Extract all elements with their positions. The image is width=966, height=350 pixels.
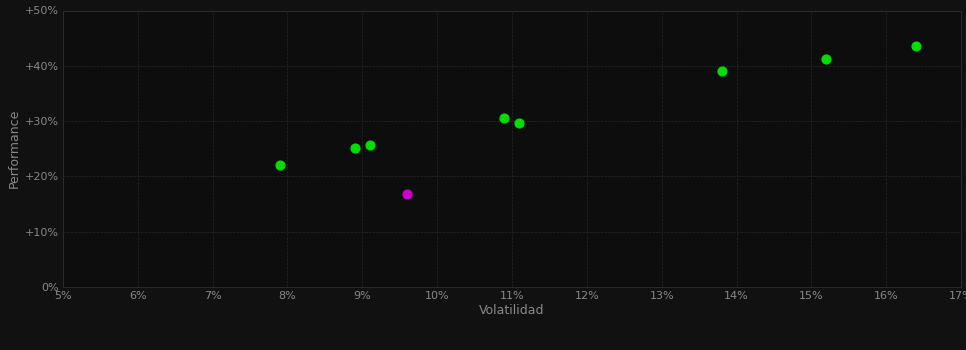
Point: [497, 116, 512, 121]
X-axis label: Volatilidad: Volatilidad: [479, 304, 545, 317]
Point: [362, 143, 378, 148]
Point: [818, 56, 834, 62]
Point: [714, 69, 729, 74]
Point: [347, 145, 362, 151]
Point: [512, 120, 527, 126]
Y-axis label: Performance: Performance: [8, 109, 20, 188]
Point: [399, 191, 414, 197]
Point: [272, 162, 288, 168]
Point: [908, 44, 923, 49]
